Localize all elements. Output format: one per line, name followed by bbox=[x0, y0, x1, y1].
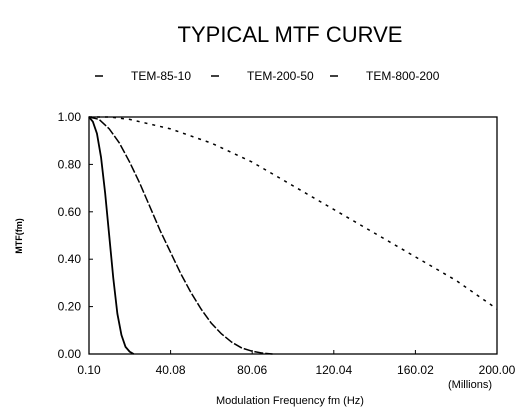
x-tick-label: 0.10 bbox=[77, 363, 101, 377]
y-tick-label: 0.20 bbox=[58, 300, 82, 314]
y-axis-label: MTF(fm) bbox=[14, 218, 24, 254]
y-tick-label: 0.60 bbox=[58, 205, 82, 219]
y-tick-label: 0.80 bbox=[58, 157, 82, 171]
series-lines bbox=[88, 116, 498, 355]
x-axis-ticks: 0.10 40.08 80.06 120.04 160.02 200.00 bbox=[77, 350, 516, 377]
x-tick-label: 160.02 bbox=[397, 363, 434, 377]
x-tick-label: 40.08 bbox=[156, 363, 186, 377]
y-tick-label: 0.40 bbox=[58, 252, 82, 266]
x-tick-label: 200.00 bbox=[479, 363, 516, 377]
y-tick-label: 0.00 bbox=[58, 347, 82, 361]
legend-label: TEM-800-200 bbox=[366, 69, 440, 83]
plot-area bbox=[88, 116, 498, 355]
x-axis-multiplier-label: (Millions) bbox=[448, 379, 492, 391]
series-line-tem-85-10 bbox=[88, 116, 135, 355]
x-tick-label: 120.04 bbox=[315, 363, 352, 377]
legend-label: TEM-85-10 bbox=[131, 69, 191, 83]
legend-label: TEM-200-50 bbox=[247, 69, 314, 83]
y-tick-label: 1.00 bbox=[58, 110, 82, 124]
x-tick-label: 80.06 bbox=[237, 363, 267, 377]
x-axis-label: Modulation Frequency fm (Hz) bbox=[216, 395, 364, 407]
series-line-tem-800-200 bbox=[89, 116, 498, 310]
y-axis-ticks: 0.00 0.20 0.40 0.60 0.80 1.00 bbox=[58, 110, 93, 361]
chart-title: TYPICAL MTF CURVE bbox=[178, 22, 403, 47]
series-line-tem-200-50 bbox=[88, 116, 273, 355]
legend: TEM-85-10 TEM-200-50 TEM-800-200 bbox=[95, 69, 440, 83]
